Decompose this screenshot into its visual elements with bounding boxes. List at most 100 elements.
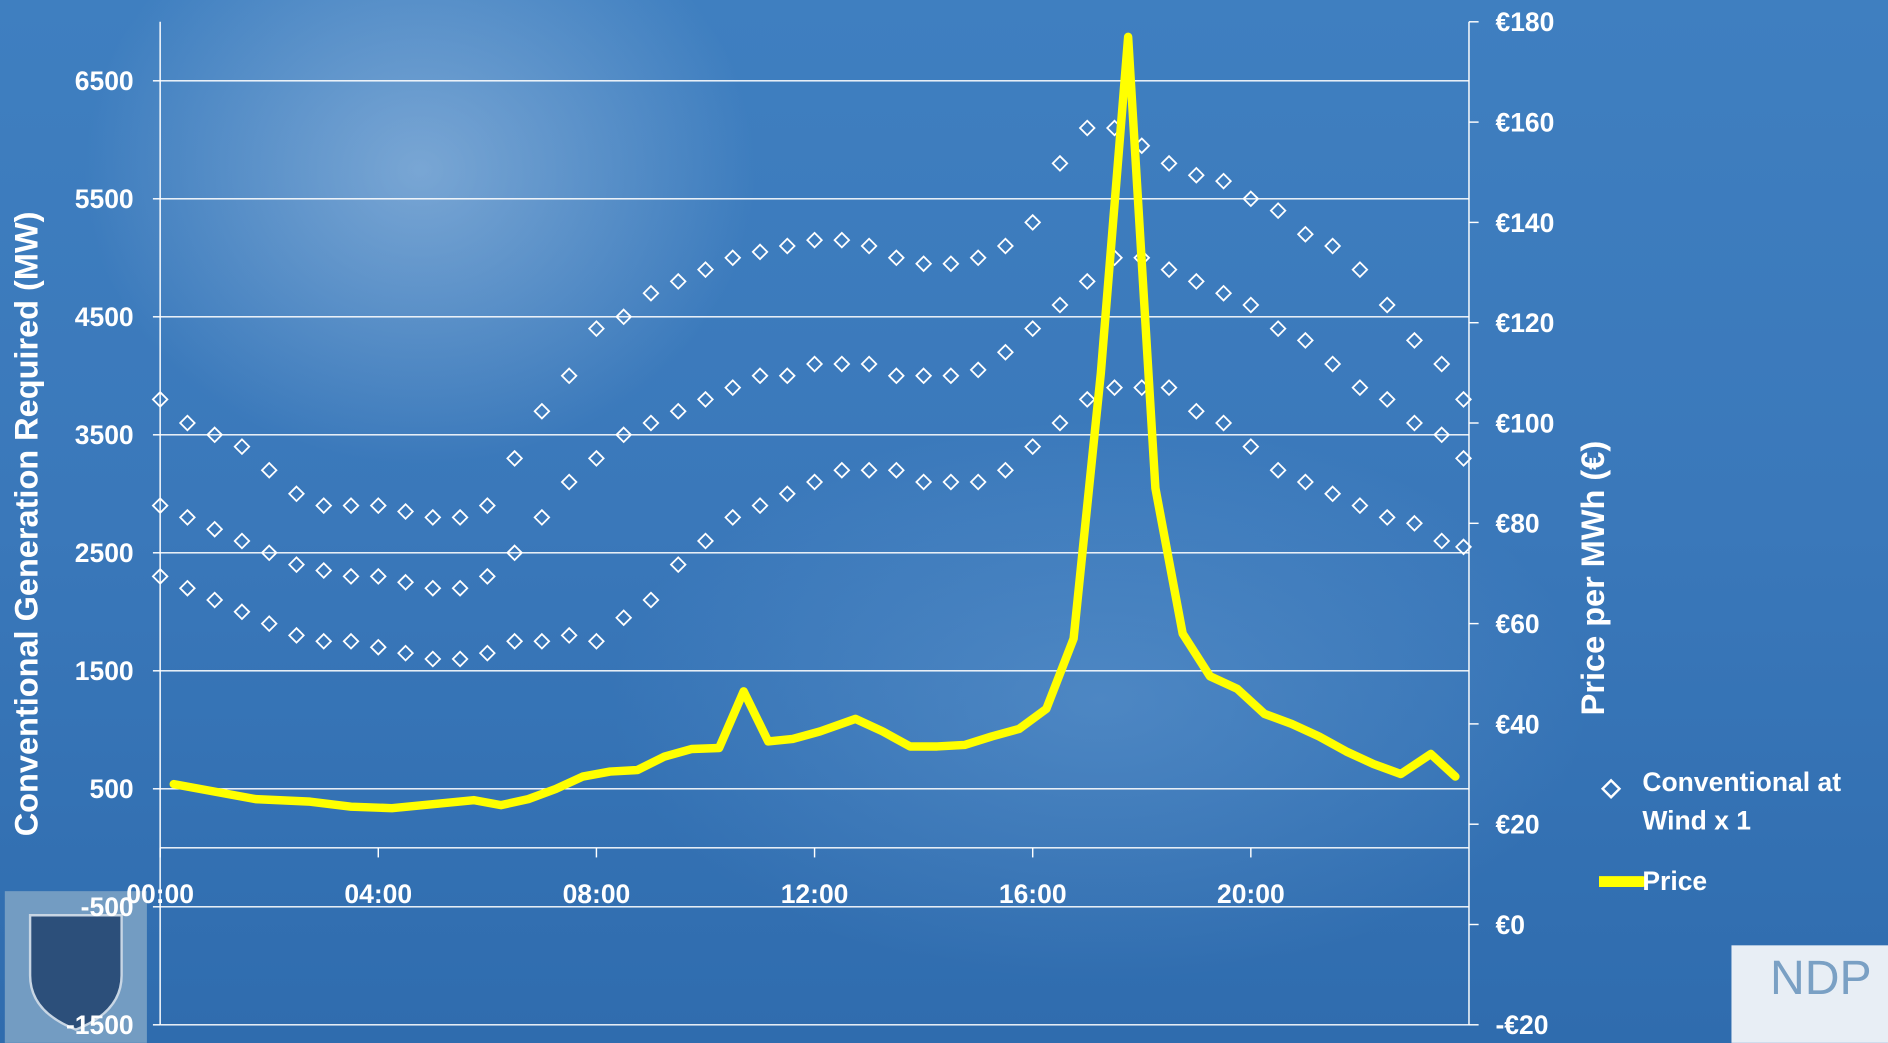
- scatter-point: [180, 581, 194, 595]
- scatter-point: [207, 522, 221, 536]
- scatter-point: [1325, 487, 1339, 501]
- scatter-point: [916, 475, 930, 489]
- chart: NDP Conventional Generation Required (MW…: [0, 0, 1888, 1043]
- scatter-point: [317, 563, 331, 577]
- scatter-point: [1434, 534, 1448, 548]
- scatter-point: [1053, 298, 1067, 312]
- scatter-point: [698, 392, 712, 406]
- scatter-point: [1162, 156, 1176, 170]
- scatter-point: [398, 575, 412, 589]
- scatter-point: [862, 357, 876, 371]
- y-tick-label: 1500: [75, 656, 134, 686]
- y-tick-label: 2500: [75, 538, 134, 568]
- scatter-point: [371, 569, 385, 583]
- y2-tick-label: -€20: [1495, 1010, 1548, 1040]
- scatter-point: [1080, 392, 1094, 406]
- scatter-point: [562, 369, 576, 383]
- scatter-point: [862, 239, 876, 253]
- scatter-point: [780, 487, 794, 501]
- x-tick-label: 08:00: [563, 879, 631, 909]
- legend-label: Price: [1642, 862, 1707, 901]
- scatter-point: [644, 286, 658, 300]
- scatter-point: [971, 475, 985, 489]
- scatter-point: [589, 451, 603, 465]
- scatter-point: [698, 262, 712, 276]
- scatter-point: [426, 652, 440, 666]
- scatter-point: [1244, 298, 1258, 312]
- y-tick-label: 6500: [75, 66, 134, 96]
- scatter-point: [1380, 510, 1394, 524]
- y2-tick-label: €140: [1495, 208, 1554, 238]
- scatter-point: [753, 498, 767, 512]
- scatter-point: [644, 416, 658, 430]
- scatter-point: [1271, 463, 1285, 477]
- scatter-point: [1353, 262, 1367, 276]
- scatter-point: [289, 557, 303, 571]
- scatter-point: [344, 569, 358, 583]
- scatter-point: [344, 498, 358, 512]
- scatter-point: [426, 581, 440, 595]
- y2-tick-label: €20: [1495, 810, 1539, 840]
- x-tick-label: 12:00: [781, 879, 849, 909]
- scatter-point: [535, 510, 549, 524]
- logo-text: NDP: [1770, 951, 1872, 1005]
- x-tick-label: 04:00: [344, 879, 412, 909]
- scatter-point: [889, 251, 903, 265]
- scatter-point: [780, 369, 794, 383]
- scatter-point: [835, 233, 849, 247]
- scatter-point: [507, 634, 521, 648]
- scatter-point: [835, 463, 849, 477]
- y2-tick-label: €60: [1495, 609, 1539, 639]
- scatter-point: [1216, 174, 1230, 188]
- y2-tick-label: €40: [1495, 709, 1539, 739]
- scatter-point: [889, 463, 903, 477]
- scatter-point: [317, 498, 331, 512]
- y2-tick-label: €120: [1495, 308, 1554, 338]
- scatter-point: [944, 475, 958, 489]
- y2-tick-label: €180: [1495, 7, 1554, 37]
- legend-marker: [1599, 768, 1635, 804]
- scatter-point: [317, 634, 331, 648]
- scatter-point: [807, 475, 821, 489]
- scatter-point: [398, 646, 412, 660]
- scatter-point: [835, 357, 849, 371]
- scatter-point: [235, 439, 249, 453]
- scatter-point: [180, 416, 194, 430]
- y2-tick-label: €80: [1495, 509, 1539, 539]
- scatter-point: [671, 274, 685, 288]
- scatter-point: [1244, 439, 1258, 453]
- scatter-point: [289, 628, 303, 642]
- scatter-point: [1162, 262, 1176, 276]
- scatter-point: [889, 369, 903, 383]
- scatter-point: [1053, 156, 1067, 170]
- scatter-point: [1271, 203, 1285, 217]
- scatter-point: [235, 605, 249, 619]
- scatter-point: [1298, 475, 1312, 489]
- scatter-point: [589, 634, 603, 648]
- scatter-point: [753, 369, 767, 383]
- scatter-point: [1407, 416, 1421, 430]
- scatter-point: [1325, 239, 1339, 253]
- plot-area: [153, 22, 1479, 1025]
- scatter-point: [1053, 416, 1067, 430]
- scatter-point: [453, 510, 467, 524]
- scatter-point: [535, 404, 549, 418]
- scatter-point: [1189, 168, 1203, 182]
- scatter-point: [480, 569, 494, 583]
- y-tick-label: 4500: [75, 302, 134, 332]
- scatter-point: [1407, 516, 1421, 530]
- scatter-point: [1434, 357, 1448, 371]
- scatter-point: [1080, 274, 1094, 288]
- y2-axis-label: Price per MWh (€): [1575, 441, 1611, 716]
- scatter-point: [807, 233, 821, 247]
- scatter-point: [971, 251, 985, 265]
- scatter-point: [1025, 439, 1039, 453]
- y2-tick-label: €160: [1495, 108, 1554, 138]
- scatter-point: [916, 369, 930, 383]
- scatter-point: [916, 256, 930, 270]
- scatter-point: [1025, 215, 1039, 229]
- scatter-point: [289, 487, 303, 501]
- scatter-point: [453, 581, 467, 595]
- scatter-point: [371, 640, 385, 654]
- scatter-point: [616, 610, 630, 624]
